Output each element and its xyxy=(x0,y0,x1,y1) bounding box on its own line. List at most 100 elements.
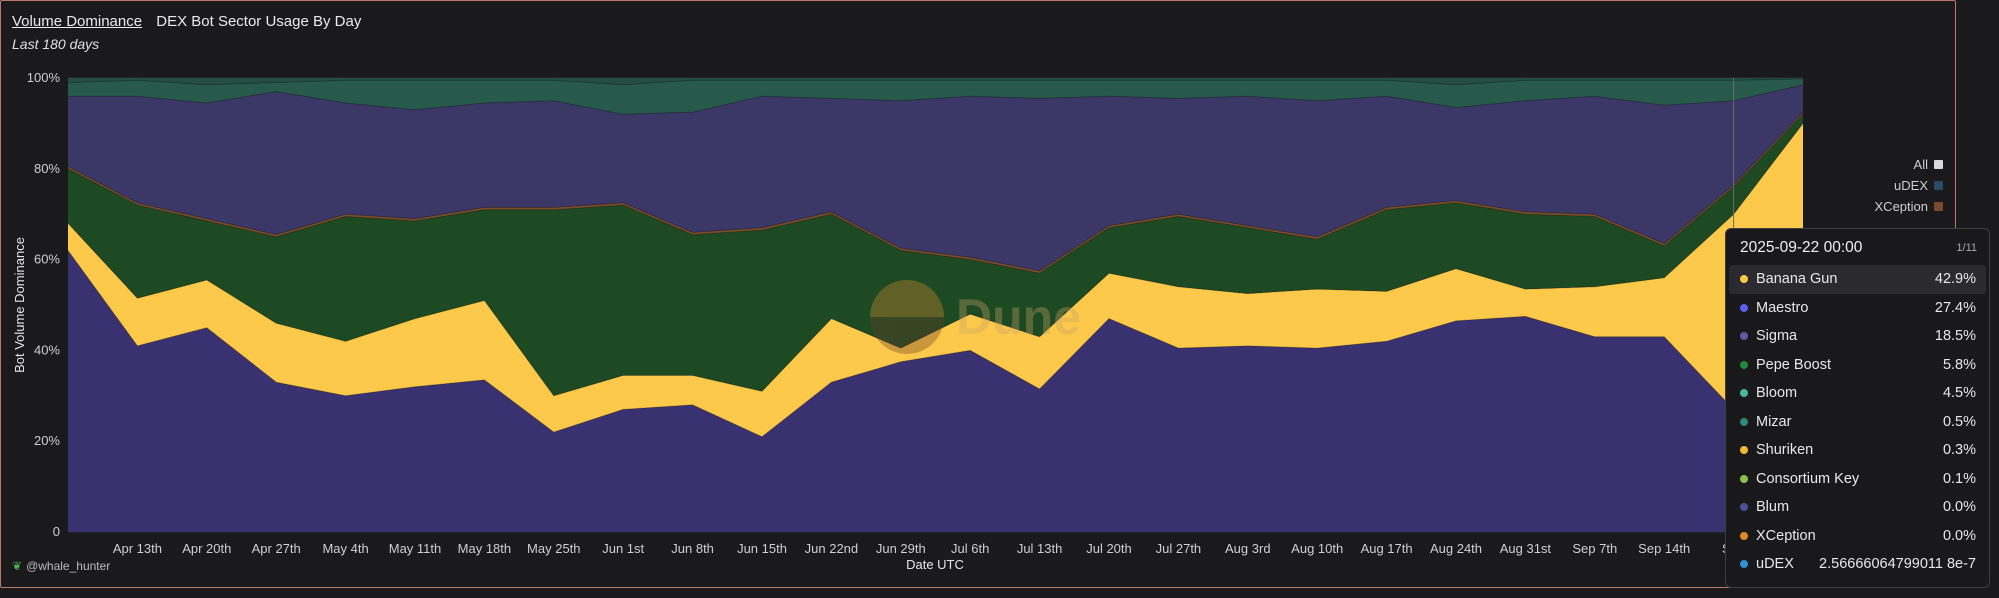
series-dot-icon xyxy=(1740,303,1748,312)
legend-swatch xyxy=(1934,160,1943,169)
tooltip-series-name: Bloom xyxy=(1756,385,1798,402)
x-tick-label: Jul 20th xyxy=(1086,541,1132,556)
x-tick-label: Apr 13th xyxy=(113,541,162,556)
series-dot-icon xyxy=(1740,446,1748,455)
tooltip-row: Sigma 18.5% xyxy=(1729,322,1986,351)
tooltip-series-value: 2.56666064799011 8e-7 xyxy=(1819,556,1976,573)
tooltip-series-name: XCeption xyxy=(1756,527,1816,544)
area-edge xyxy=(67,111,1804,272)
chart-tooltip: 2025-09-22 00:00 1/11 Banana Gun 42.9% Mae… xyxy=(1725,228,1990,588)
x-tick-label: Aug 10th xyxy=(1291,541,1343,556)
y-tick-label: 40% xyxy=(34,342,60,357)
series-dot-icon xyxy=(1740,474,1748,483)
user-avatar-icon: ❦ xyxy=(12,559,23,573)
y-tick-label: 0 xyxy=(53,524,60,539)
x-tick-label: Sep 14th xyxy=(1638,541,1690,556)
x-tick-label: Jul 27th xyxy=(1156,541,1202,556)
chart-title: Volume Dominance DEX Bot Sector Usage By… xyxy=(12,13,361,30)
legend[interactable]: All uDEX XCeption xyxy=(1875,154,1943,217)
legend-item-xception[interactable]: XCeption xyxy=(1875,196,1943,217)
x-tick-label: Apr 27th xyxy=(252,541,301,556)
x-axis-label: Date UTC xyxy=(906,557,964,572)
x-tick-label: Jun 29th xyxy=(876,541,926,556)
area-sigma[interactable] xyxy=(68,84,1803,271)
x-tick-label: Sep 7th xyxy=(1572,541,1617,556)
series-dot-icon xyxy=(1740,531,1748,540)
series-dot-icon xyxy=(1740,503,1748,512)
area-bloom[interactable] xyxy=(68,78,1803,115)
tooltip-series-name: Shuriken xyxy=(1756,442,1814,459)
legend-swatch xyxy=(1934,181,1943,190)
tooltip-series-name: Consortium Key xyxy=(1756,470,1860,487)
legend-label: All xyxy=(1913,157,1928,172)
x-tick-label: Jun 22nd xyxy=(805,541,859,556)
series-dot-icon xyxy=(1740,332,1748,341)
x-tick-label: Jun 15th xyxy=(737,541,787,556)
tooltip-row: Mizar 0.5% xyxy=(1729,408,1986,437)
tooltip-series-name: uDEX xyxy=(1756,556,1794,573)
tooltip-series-name: Mizar xyxy=(1756,413,1792,430)
x-tick-label: Jun 1st xyxy=(602,541,644,556)
tooltip-series-value: 0.5% xyxy=(1942,413,1976,430)
area-edge xyxy=(67,250,1804,438)
y-axis-label: Bot Volume Dominance xyxy=(12,237,27,373)
chart-period: Last 180 days xyxy=(12,36,100,52)
tooltip-series-value: 18.5% xyxy=(1934,328,1976,345)
tooltip-series-value: 5.8% xyxy=(1942,356,1976,373)
tooltip-row: Shuriken 0.3% xyxy=(1729,436,1986,465)
tooltip-series-value: 27.4% xyxy=(1934,299,1976,316)
tooltip-page: 1/11 xyxy=(1956,242,1977,254)
y-tick-label: 60% xyxy=(34,252,60,267)
x-tick-label: Aug 3rd xyxy=(1225,541,1271,556)
area-edge xyxy=(68,84,1804,115)
chart-title-link[interactable]: Volume Dominance xyxy=(12,13,143,30)
tooltip-row: uDEX 2.56666064799011 8e-7 xyxy=(1729,550,1986,579)
area-banana-gun[interactable] xyxy=(68,123,1803,437)
x-tick-label: Jul 6th xyxy=(951,541,989,556)
tooltip-row: Bloom 4.5% xyxy=(1729,379,1986,408)
tooltip-series-value: 42.9% xyxy=(1934,271,1976,288)
y-tick-label: 100% xyxy=(27,70,61,85)
series-dot-icon xyxy=(1740,389,1748,398)
area-edge xyxy=(67,123,1804,397)
watermark-text: Dune xyxy=(956,289,1081,345)
area-blum-lower[interactable] xyxy=(68,250,1803,533)
area-edge xyxy=(67,113,1804,274)
x-tick-label: Apr 20th xyxy=(182,541,231,556)
tooltip-row: Blum 0.0% xyxy=(1729,493,1986,522)
tooltip-series-name: Maestro xyxy=(1756,299,1809,316)
y-axis-ticks: 0 20% 40% 60% 80% 100% xyxy=(27,70,61,539)
tooltip-series-name: Pepe Boost xyxy=(1756,356,1831,373)
tooltip-series-value: 4.5% xyxy=(1942,385,1976,402)
tooltip-series-value: 0.0% xyxy=(1942,527,1976,544)
y-tick-label: 20% xyxy=(34,433,60,448)
legend-item-all[interactable]: All xyxy=(1875,154,1943,175)
x-tick-label: May 18th xyxy=(458,541,511,556)
x-tick-label: Aug 31st xyxy=(1500,541,1552,556)
tooltip-series-value: 0.1% xyxy=(1942,470,1976,487)
area-top[interactable] xyxy=(68,78,1803,85)
tooltip-row: XCeption 0.0% xyxy=(1729,522,1986,551)
chart-subtitle-name: DEX Bot Sector Usage By Day xyxy=(156,13,362,30)
x-tick-label: Aug 17th xyxy=(1361,541,1413,556)
tooltip-date: 2025-09-22 00:00 xyxy=(1740,239,1863,256)
tooltip-series-value: 0.3% xyxy=(1942,442,1976,459)
author-credit[interactable]: ❦ @whale_hunter xyxy=(12,559,110,573)
stacked-areas[interactable] xyxy=(67,78,1804,533)
tooltip-series-name: Sigma xyxy=(1756,328,1798,345)
x-tick-label: Jun 8th xyxy=(671,541,714,556)
x-tick-label: Jul 13th xyxy=(1017,541,1063,556)
y-tick-label: 80% xyxy=(34,161,60,176)
legend-item-udex[interactable]: uDEX xyxy=(1875,175,1943,196)
tooltip-series-name: Banana Gun xyxy=(1756,271,1838,288)
x-tick-label: May 11th xyxy=(389,541,442,556)
series-dot-icon xyxy=(1740,360,1748,369)
dune-logo-icon xyxy=(870,280,944,354)
series-dot-icon xyxy=(1740,560,1748,569)
series-dot-icon xyxy=(1740,417,1748,426)
legend-swatch xyxy=(1934,202,1943,211)
dune-watermark: Dune xyxy=(870,280,1081,354)
tooltip-row: Pepe Boost 5.8% xyxy=(1729,351,1986,380)
legend-label: XCeption xyxy=(1874,199,1928,214)
